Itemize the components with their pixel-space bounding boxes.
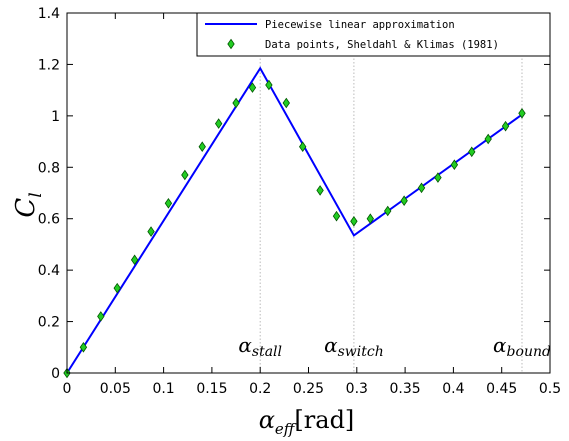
data-point	[198, 141, 206, 153]
reference-labels: αstall αswitch αbound	[238, 333, 551, 360]
axis-ticks: 0 0.05 0.1 0.15 0.2 0.25 0.3 0.35 0.4 0.45 0.5 0 0.2…	[38, 6, 561, 397]
data-point	[97, 311, 105, 322]
data-point	[332, 210, 341, 222]
data-point	[248, 82, 257, 93]
data-point	[164, 197, 173, 209]
data-point	[350, 215, 358, 227]
reference-lines	[259, 13, 523, 373]
legend-label-line: Piecewise linear approximation	[265, 19, 455, 31]
x-tick-label: 0.5	[539, 381, 561, 397]
plot-frame	[66, 12, 551, 374]
data-point	[316, 185, 324, 196]
x-axis-label: αeff[rad]	[259, 406, 355, 438]
data-point	[181, 169, 189, 181]
y-tick-label: 1.4	[38, 6, 60, 22]
data-point	[450, 159, 459, 171]
legend-marker-sample	[227, 38, 235, 50]
data-point	[501, 120, 510, 132]
x-tick-label: 0.35	[390, 381, 421, 397]
x-tick-label: 0.4	[442, 381, 464, 397]
x-tick-label: 0	[63, 381, 72, 397]
plot-series	[63, 66, 526, 379]
data-point	[79, 341, 88, 353]
y-tick-label: 0.6	[38, 212, 60, 228]
y-tick-label: 0.4	[38, 263, 60, 279]
data-point	[434, 172, 442, 183]
data-point	[484, 133, 492, 145]
y-tick-label: 0.2	[38, 315, 60, 331]
reference-label: αswitch	[324, 333, 384, 360]
legend: Piecewise linear approximation Data poin…	[196, 12, 551, 57]
x-tick-label: 0.1	[152, 381, 174, 397]
data-point	[518, 107, 526, 119]
reference-label: αbound	[493, 333, 551, 360]
y-tick-label: 0	[51, 366, 60, 382]
reference-label: αstall	[238, 333, 282, 360]
y-tick-label: 1.2	[38, 57, 60, 73]
data-point	[214, 118, 223, 129]
data-point	[265, 79, 273, 91]
data-point	[232, 97, 240, 109]
series-line-piecewise	[66, 66, 523, 374]
data-point	[147, 226, 155, 237]
data-point	[282, 97, 290, 109]
x-tick-label: 0.15	[196, 381, 227, 397]
data-point	[130, 254, 139, 266]
legend-box	[196, 12, 551, 57]
y-tick-label: 0.8	[38, 160, 60, 176]
data-point	[113, 282, 121, 294]
x-tick-label: 0.2	[249, 381, 271, 397]
data-point	[384, 205, 392, 217]
x-tick-label: 0.05	[100, 381, 131, 397]
x-tick-label: 0.3	[346, 381, 368, 397]
x-tick-label: 0.45	[486, 381, 517, 397]
data-point	[468, 146, 476, 158]
data-point	[366, 213, 375, 225]
x-tick-label: 0.25	[293, 381, 324, 397]
data-point	[417, 182, 426, 194]
data-point	[400, 195, 408, 207]
y-tick-label: 1	[51, 109, 60, 125]
y-axis-label: Cl	[11, 192, 46, 217]
legend-label-data: Data points, Sheldahl & Klimas (1981)	[265, 39, 499, 51]
data-point	[299, 141, 307, 153]
